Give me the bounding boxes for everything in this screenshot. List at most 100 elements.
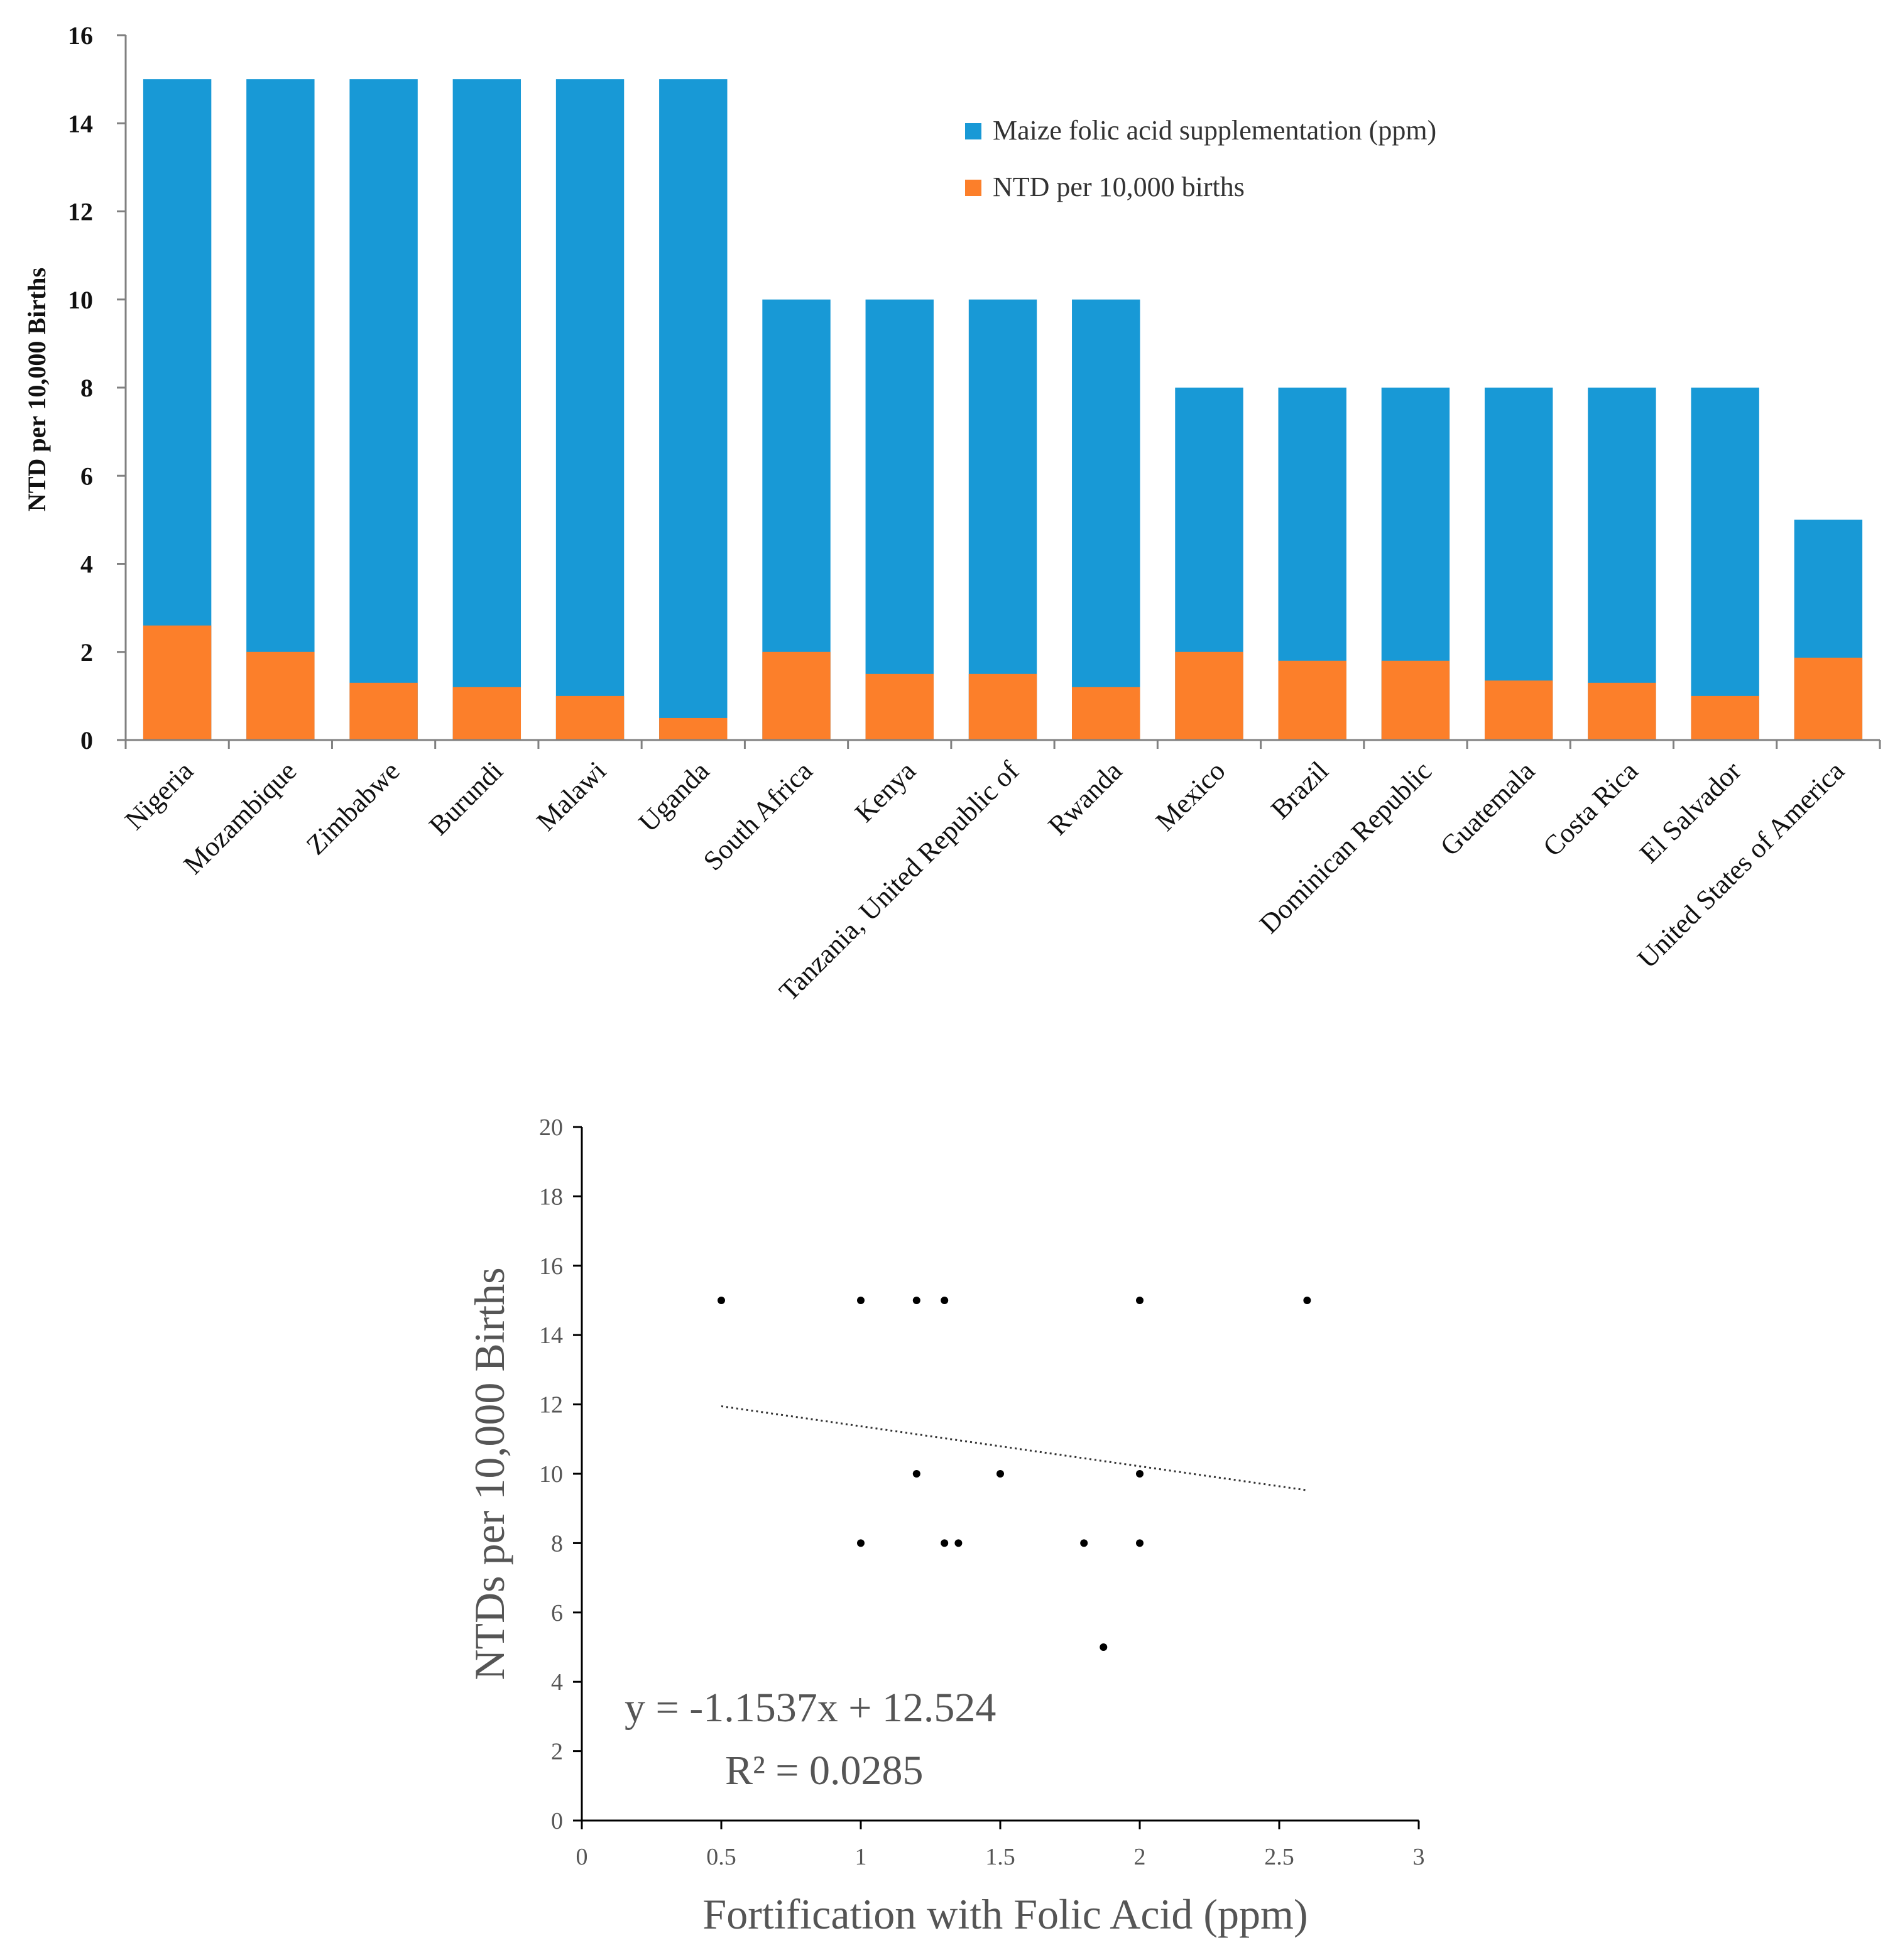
bar-maize-zimbabwe [349, 79, 418, 740]
bar-x-tick-label: Mozambique [178, 755, 303, 880]
bar-y-tick-label: 2 [80, 638, 93, 667]
scatter-point [941, 1539, 949, 1547]
bar-ntd-mozambique [246, 651, 315, 740]
trendline-equation: y = -1.1537x + 12.524 [625, 1685, 996, 1731]
scatter-point [1136, 1297, 1144, 1304]
bar-x-tick-label: Guatemala [1434, 755, 1541, 861]
scatter-point [996, 1470, 1004, 1478]
bar-maize-mozambique [246, 79, 315, 740]
scatter-y-tick-label: 14 [539, 1322, 563, 1349]
scatter-x-tick-label: 3 [1413, 1844, 1425, 1870]
scatter-x-axis-label: Fortification with Folic Acid (ppm) [702, 1890, 1308, 1938]
bar-x-tick-label: Burundi [423, 755, 509, 841]
bar-ntd-guatemala [1484, 680, 1553, 740]
bar-x-tick-label: Kenya [849, 755, 922, 828]
bar-ntd-rwanda [1072, 687, 1140, 740]
legend-swatch-ntd [965, 180, 981, 196]
bar-x-tick-label: Costa Rica [1537, 755, 1644, 862]
scatter-y-tick-label: 16 [539, 1253, 563, 1280]
bar-ntd-tanzania-united-republic-of [968, 673, 1037, 740]
bar-y-tick-label: 10 [68, 286, 93, 314]
scatter-x-tick-label: 1 [855, 1844, 867, 1870]
scatter-x-tick-label: 2.5 [1264, 1844, 1294, 1870]
scatter-trendline [721, 1405, 1308, 1491]
scatter-point [941, 1297, 949, 1304]
legend-label-ntd: NTD per 10,000 births [993, 172, 1245, 202]
bar-y-tick-label: 14 [68, 109, 93, 138]
bar-x-tick-label: Malawi [530, 755, 612, 837]
bar-maize-el-salvador [1691, 388, 1759, 740]
scatter-y-tick-label: 0 [551, 1808, 563, 1834]
bar-y-tick-label: 6 [80, 462, 93, 490]
scatter-y-tick-label: 10 [539, 1461, 563, 1488]
bar-ntd-uganda [659, 717, 728, 740]
bar-x-tick-label: El Salvador [1634, 755, 1747, 869]
bar-y-tick-label: 0 [80, 726, 93, 754]
bar-y-tick-label: 4 [80, 550, 93, 579]
bar-ntd-el-salvador [1691, 695, 1759, 740]
bar-x-tick-label: South Africa [697, 755, 819, 876]
bar-ntd-nigeria [143, 625, 212, 740]
bar-x-tick-label: Rwanda [1042, 755, 1128, 841]
bar-ntd-burundi [452, 687, 521, 740]
bar-x-tick-label: Dominican Republic [1253, 755, 1438, 939]
legend-swatch-maize [965, 123, 981, 139]
bar-x-tick-label: Zimbabwe [300, 755, 406, 861]
bar-ntd-zimbabwe [349, 682, 418, 740]
bar-ntd-south-africa [762, 651, 831, 740]
scatter-point [718, 1297, 725, 1304]
bar-y-axis-label: NTD per 10,000 Births [23, 268, 51, 511]
bar-maize-tanzania-united-republic-of [968, 299, 1037, 740]
scatter-y-tick-label: 12 [539, 1392, 563, 1418]
scatter-point [857, 1297, 865, 1304]
scatter-point [912, 1470, 920, 1478]
bar-y-tick-labels: 0 2 4 6 8 10 12 14 16 [68, 21, 93, 754]
bar-x-tick-label: Uganda [633, 755, 715, 837]
bar-maize-rwanda [1072, 299, 1140, 740]
scatter-x-tick-label: 0.5 [706, 1844, 736, 1870]
scatter-y-tick-label: 18 [539, 1184, 563, 1210]
scatter-point [1136, 1470, 1144, 1478]
scatter-point [857, 1539, 865, 1547]
bar-y-tick-label: 16 [68, 21, 93, 50]
bar-legend: Maize folic acid supplementation (ppm) N… [965, 115, 1436, 202]
trendline-r-squared: R² = 0.0285 [725, 1748, 924, 1794]
scatter-point [912, 1297, 920, 1304]
scatter-trendline-group [721, 1405, 1308, 1491]
bar-axes [117, 34, 1881, 749]
scatter-x-tick-label: 2 [1134, 1844, 1146, 1870]
scatter-axes [573, 1126, 1420, 1829]
scatter-point [1136, 1539, 1144, 1547]
legend-label-maize: Maize folic acid supplementation (ppm) [993, 115, 1436, 146]
bar-ntd-costa-rica [1588, 682, 1656, 740]
bar-series-group [143, 79, 1863, 740]
bar-ntd-brazil [1278, 660, 1346, 740]
bar-maize-costa-rica [1588, 388, 1656, 740]
scatter-y-axis-label: NTDs per 10,000 Births [466, 1267, 513, 1680]
scatter-point [1100, 1643, 1108, 1651]
bar-y-tick-label: 8 [80, 374, 93, 402]
bar-x-tick-label: Nigeria [119, 755, 199, 836]
bar-ntd-united-states-of-america [1794, 657, 1863, 740]
scatter-y-tick-label: 6 [551, 1600, 563, 1626]
bar-maize-uganda [659, 79, 728, 740]
bar-y-tick-label: 12 [68, 198, 93, 226]
bar-maize-burundi [452, 79, 521, 740]
bar-maize-kenya [865, 299, 934, 740]
scatter-y-tick-label: 4 [551, 1669, 563, 1696]
scatter-x-tick-labels: 0 0.5 1 1.5 2 2.5 3 [576, 1844, 1425, 1870]
scatter-point [1080, 1539, 1088, 1547]
bar-ntd-mexico [1175, 651, 1243, 740]
scatter-point [1303, 1297, 1311, 1304]
bar-maize-malawi [555, 79, 625, 740]
bar-ntd-dominican-republic [1381, 660, 1450, 740]
bar-x-tick-label: United States of America [1632, 755, 1850, 974]
bar-x-tick-label: Brazil [1265, 755, 1335, 825]
scatter-x-tick-label: 0 [576, 1844, 588, 1870]
scatter-point [954, 1539, 963, 1547]
scatter-y-tick-label: 8 [551, 1530, 563, 1557]
scatter-x-tick-label: 1.5 [985, 1844, 1015, 1870]
scatter-y-tick-label: 20 [539, 1114, 563, 1141]
